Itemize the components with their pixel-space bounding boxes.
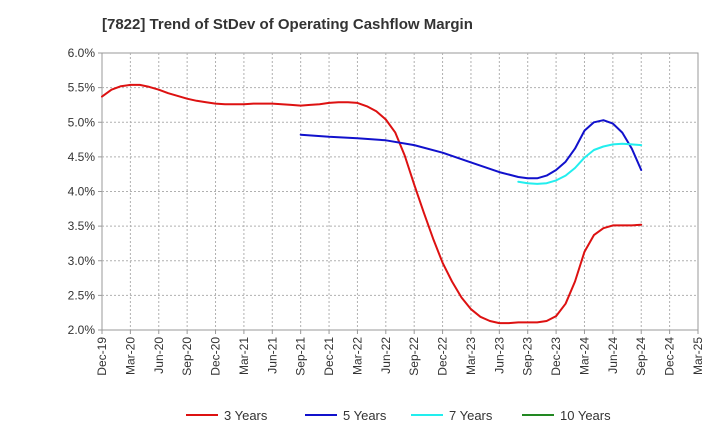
y-tick-label: 6.0% [68, 46, 96, 60]
x-tick-label: Jun-21 [265, 337, 279, 374]
x-tick-label: Sep-24 [634, 337, 648, 376]
y-tick-label: 5.0% [68, 115, 96, 129]
y-tick-label: 2.0% [68, 323, 96, 337]
y-tick-label: 4.0% [68, 185, 96, 199]
chart-title: [7822] Trend of StDev of Operating Cashf… [102, 16, 473, 33]
x-tick-label: Mar-22 [350, 337, 364, 375]
x-tick-label: Jun-22 [379, 337, 393, 374]
x-tick-label: Mar-25 [691, 337, 705, 375]
x-tick-label: Jun-23 [492, 337, 506, 374]
x-tick-label: Sep-20 [180, 337, 194, 376]
legend-label-5-years: 5 Years [343, 408, 387, 423]
legend-label-3-years: 3 Years [224, 408, 268, 423]
y-tick-label: 2.5% [68, 288, 96, 302]
x-tick-label: Mar-20 [123, 337, 137, 375]
x-tick-label: Dec-24 [663, 337, 677, 376]
y-tick-label: 4.5% [68, 150, 96, 164]
x-tick-label: Dec-22 [436, 337, 450, 376]
series-line-3-years [101, 83, 643, 325]
x-axis-ticks: Dec-19 Mar-20 Jun-20 Sep-20 Dec-20 Mar-21 Jun-… [95, 330, 705, 376]
series-line-5-years [299, 119, 643, 180]
y-axis-ticks: 2.0% 2.5% 3.0% 3.5% 4.0% 4.5% 5.0% 5.5% 6.0% [68, 46, 102, 337]
legend-label-7-years: 7 Years [449, 408, 493, 423]
legend-label-10-years: 10 Years [560, 408, 611, 423]
y-tick-label: 5.5% [68, 81, 96, 95]
series-lines [101, 83, 643, 325]
x-tick-label: Mar-21 [237, 337, 251, 375]
x-tick-label: Sep-22 [407, 337, 421, 376]
x-tick-label: Dec-19 [95, 337, 109, 376]
x-tick-label: Jun-24 [606, 337, 620, 374]
gridlines [102, 53, 698, 330]
series-line-7-years [517, 142, 643, 185]
x-tick-label: Dec-23 [549, 337, 563, 376]
x-tick-label: Dec-20 [209, 337, 223, 376]
x-tick-label: Dec-21 [322, 337, 336, 376]
x-tick-label: Mar-24 [577, 337, 591, 375]
x-tick-label: Sep-23 [521, 337, 535, 376]
y-tick-label: 3.0% [68, 254, 96, 268]
x-tick-label: Sep-21 [294, 337, 308, 376]
x-tick-label: Mar-23 [464, 337, 478, 375]
legend: 3 Years 5 Years 7 Years 10 Years [186, 408, 611, 423]
x-tick-label: Jun-20 [152, 337, 166, 374]
y-tick-label: 3.5% [68, 219, 96, 233]
